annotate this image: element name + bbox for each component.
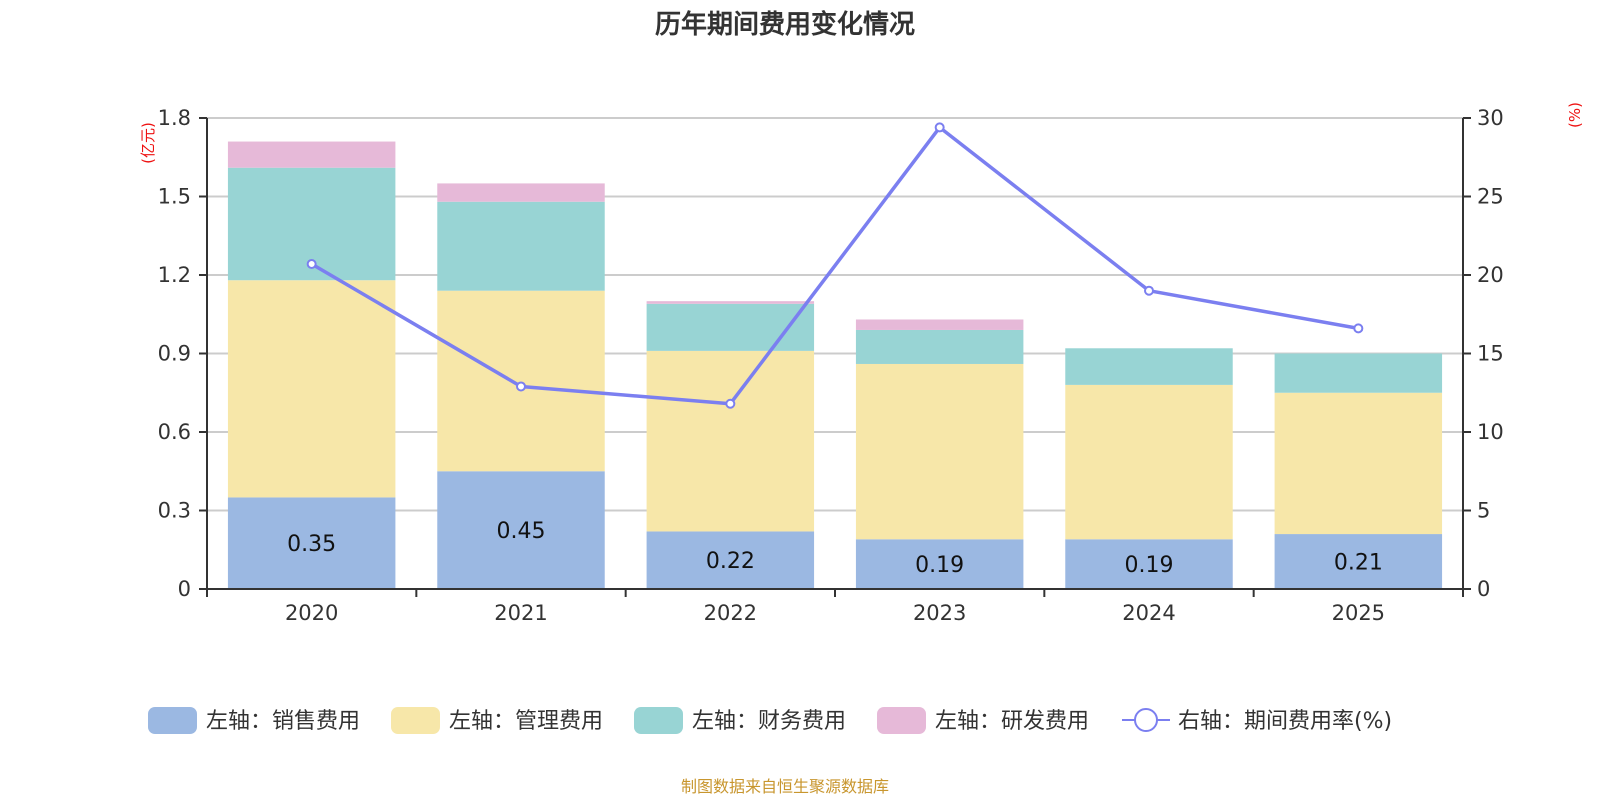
bar-segment <box>437 183 605 202</box>
left-axis-unit: (亿元) <box>139 122 157 164</box>
bar-segment <box>437 201 605 291</box>
left-axis-tick-label: 1.8 <box>158 106 191 130</box>
bar-data-label: 0.19 <box>915 553 964 578</box>
right-axis-tick-label: 15 <box>1477 342 1504 366</box>
legend-swatch <box>391 707 440 734</box>
bar-segment <box>227 280 396 498</box>
left-axis-tick-label: 0.9 <box>158 342 191 366</box>
legend-label: 左轴：销售费用 <box>206 709 360 734</box>
rate-point <box>1353 323 1364 334</box>
bar-data-label: 0.19 <box>1125 553 1174 578</box>
source-note: 制图数据来自恒生聚源数据库 <box>681 777 889 796</box>
bar-data-label: 0.45 <box>497 519 546 544</box>
bar-segment <box>1065 348 1233 385</box>
left-axis-tick-label: 0.6 <box>158 420 191 444</box>
right-axis-unit: (%) <box>1566 102 1584 128</box>
rate-point <box>934 122 945 133</box>
legend-label: 左轴：管理费用 <box>449 709 603 734</box>
legend-swatch <box>148 707 197 734</box>
rate-point <box>306 259 317 270</box>
left-axis-tick-label: 1.2 <box>158 263 191 287</box>
bar-segment <box>1065 384 1233 540</box>
right-axis-tick-label: 20 <box>1477 263 1504 287</box>
bars <box>227 141 1443 589</box>
legend-swatch <box>634 707 683 734</box>
bar-segment <box>1274 353 1443 393</box>
bar-segment <box>1274 534 1443 589</box>
right-axis-tick-label: 5 <box>1477 499 1490 523</box>
bar-data-label: 0.35 <box>287 532 336 557</box>
bar-segment <box>646 531 815 589</box>
legend-label: 左轴：财务费用 <box>692 709 846 734</box>
legend-label: 右轴：期间费用率(%) <box>1178 709 1392 734</box>
legend-label: 左轴：研发费用 <box>935 709 1089 734</box>
left-axis-tick-label: 1.5 <box>158 185 191 209</box>
legend-swatch <box>877 707 926 734</box>
rate-line-path <box>310 125 1359 406</box>
bar-segment <box>855 329 1024 364</box>
chart-title: 历年期间费用变化情况 <box>655 9 915 40</box>
right-axis-tick-label: 25 <box>1477 185 1504 209</box>
left-axis-tick-label: 0.3 <box>158 499 191 523</box>
rate-point <box>725 398 736 409</box>
x-axis-tick-label: 2024 <box>1122 601 1175 625</box>
bar-segment <box>646 350 815 532</box>
bar-segment <box>1065 539 1233 589</box>
right-axis-tick-label: 0 <box>1477 577 1490 601</box>
bar-segment <box>227 497 396 589</box>
left-axis-tick-label: 0 <box>178 577 191 601</box>
rate-point <box>1144 285 1154 296</box>
rate-line <box>306 122 1364 409</box>
bar-segment <box>855 539 1024 589</box>
bar-segment <box>227 141 396 168</box>
bar-segment <box>1274 392 1443 535</box>
x-axis-tick-label: 2020 <box>285 601 338 625</box>
rate-point <box>516 381 526 392</box>
x-axis-tick-label: 2023 <box>913 601 966 625</box>
bar-data-label: 0.22 <box>706 549 755 574</box>
bar-segment <box>646 301 815 304</box>
bar-segment <box>855 363 1024 540</box>
bar-segment <box>855 319 1024 330</box>
legend: 左轴：销售费用 左轴：管理费用 左轴：财务费用 左轴：研发费用 右轴：期间费用率(%) <box>148 707 1392 734</box>
right-axis-tick-label: 30 <box>1477 106 1504 130</box>
data-labels: 0.35 0.45 0.22 0.19 0.19 0.21 <box>287 519 1383 578</box>
x-axis-tick-label: 2025 <box>1332 601 1385 625</box>
bar-segment <box>437 290 605 472</box>
right-axis-tick-label: 10 <box>1477 420 1504 444</box>
bar-data-label: 0.21 <box>1334 551 1383 576</box>
bar-segment <box>437 471 605 589</box>
x-axis-tick-label: 2022 <box>704 601 757 625</box>
legend-marker-icon <box>1134 708 1158 732</box>
x-axis-tick-label: 2021 <box>494 601 547 625</box>
gridlines <box>207 117 1463 512</box>
